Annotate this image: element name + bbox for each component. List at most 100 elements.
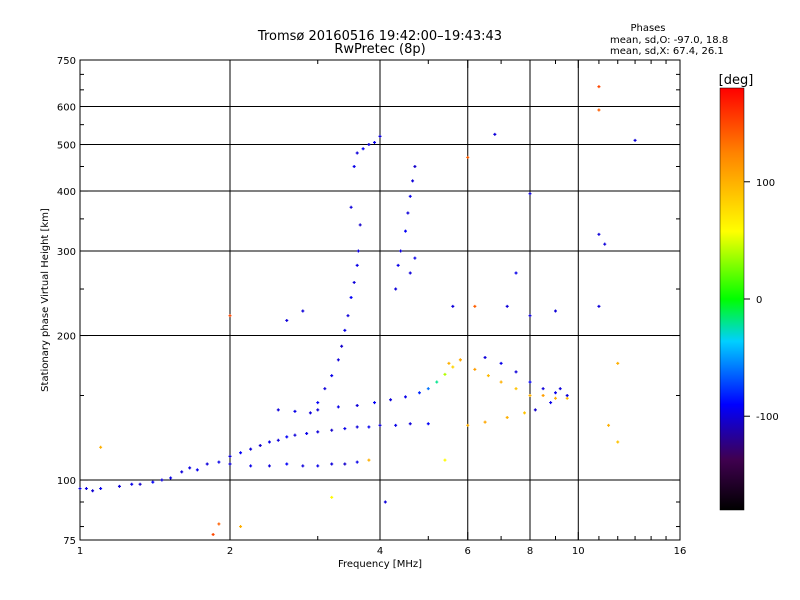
data-point (169, 476, 173, 480)
data-point (499, 361, 503, 365)
data-point (130, 482, 134, 486)
stats-x-line: mean, sd,X: 67.4, 26.1 (610, 46, 724, 57)
data-point (352, 164, 356, 168)
x-tick-label: 8 (527, 546, 533, 557)
data-point (305, 432, 309, 436)
data-point (195, 468, 199, 472)
data-point (411, 179, 415, 183)
data-point (267, 440, 271, 444)
data-point (276, 438, 280, 442)
data-point (514, 370, 518, 374)
data-point (355, 425, 359, 429)
data-point (514, 387, 518, 391)
data-point (180, 470, 184, 474)
data-point (78, 487, 82, 491)
data-point (84, 487, 88, 491)
data-point (343, 328, 347, 332)
stats-o-line: mean, sd,O: -97.0, 18.8 (610, 35, 728, 46)
data-point (616, 440, 620, 444)
data-point (358, 223, 362, 227)
data-point (633, 138, 637, 142)
data-point (553, 309, 557, 313)
colorbar-tick-label: -100 (756, 412, 779, 423)
data-point (285, 435, 289, 439)
data-point (373, 140, 377, 144)
data-point (228, 462, 232, 466)
y-tick-labels: 75 100 200 300 400 500 600 750 (57, 56, 76, 547)
y-tick-label: 75 (63, 536, 76, 547)
data-point (406, 211, 410, 215)
data-point (528, 380, 532, 384)
data-point (483, 355, 487, 359)
data-point (285, 318, 289, 322)
x-tick-label: 16 (674, 546, 687, 557)
data-point (99, 445, 103, 449)
data-point (228, 454, 232, 458)
data-point (301, 309, 305, 313)
data-point (533, 408, 537, 412)
data-point (349, 296, 353, 300)
data-point (316, 401, 320, 405)
axis-ticks (79, 59, 681, 540)
data-point (466, 423, 470, 427)
data-point (340, 344, 344, 348)
data-point (301, 464, 305, 468)
data-point (91, 489, 95, 493)
data-point (417, 391, 421, 395)
data-points (78, 85, 637, 537)
y-tick-label: 400 (57, 187, 76, 198)
y-tick-label: 100 (57, 476, 76, 487)
data-point (383, 500, 387, 504)
data-point (316, 464, 320, 468)
data-point (293, 433, 297, 437)
data-point (528, 192, 532, 196)
data-point (443, 372, 447, 376)
data-point (451, 304, 455, 308)
colorbar-tick-label: 0 (756, 295, 762, 306)
data-point (267, 464, 271, 468)
y-tick-label: 750 (57, 56, 76, 67)
data-point (367, 458, 371, 462)
data-point (426, 422, 430, 426)
data-point (373, 401, 377, 405)
data-point (138, 482, 142, 486)
x-tick-label: 2 (227, 546, 233, 557)
data-point (396, 263, 400, 267)
data-point (99, 487, 103, 491)
data-point (117, 484, 121, 488)
data-point (408, 422, 412, 426)
data-point (355, 263, 359, 267)
grid-lines (80, 60, 680, 540)
data-point (473, 304, 477, 308)
data-point (553, 391, 557, 395)
data-point (316, 430, 320, 434)
data-point (514, 271, 518, 275)
data-point (558, 387, 562, 391)
data-point (616, 361, 620, 365)
data-point (336, 358, 340, 362)
data-point (553, 396, 557, 400)
data-point (408, 194, 412, 198)
x-tick-label: 4 (377, 546, 383, 557)
data-point (249, 447, 253, 451)
data-point (435, 380, 439, 384)
data-point (330, 495, 334, 499)
chart-title: Tromsø 20160516 19:42:00–19:43:43 (257, 29, 502, 44)
data-point (549, 401, 553, 405)
data-point (493, 132, 497, 136)
data-point (330, 374, 334, 378)
y-tick-label: 200 (57, 332, 76, 343)
colorbar-label: [deg] (719, 73, 754, 88)
data-point (389, 398, 393, 402)
data-point (399, 249, 403, 253)
data-point (355, 403, 359, 407)
data-point (356, 249, 360, 253)
data-point (378, 134, 382, 138)
data-point (355, 151, 359, 155)
data-point (367, 143, 371, 147)
data-point (346, 314, 350, 318)
colorbar-tick-label: 100 (756, 178, 775, 189)
data-point (316, 408, 320, 412)
data-point (343, 427, 347, 431)
data-point (541, 387, 545, 391)
